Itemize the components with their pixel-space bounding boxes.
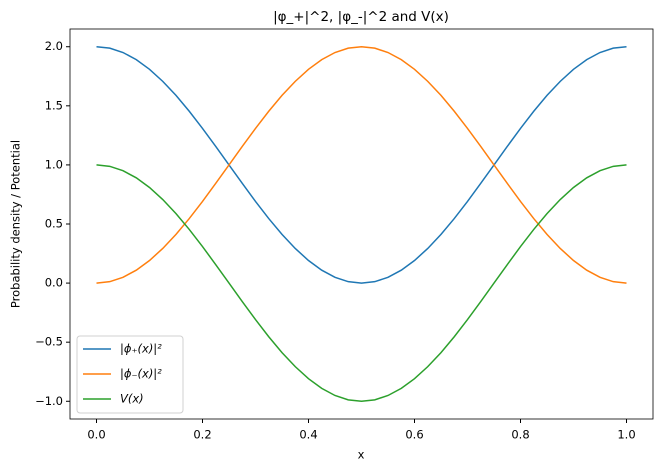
y-tick-label: 0.0 — [45, 276, 63, 290]
y-tick-label: −1.0 — [35, 394, 63, 408]
plot-frame — [69, 28, 654, 420]
legend-label: |ϕ₊(x)|² — [120, 342, 162, 356]
y-tick-label: 0.5 — [45, 217, 63, 231]
y-tick-label: 1.0 — [45, 157, 63, 171]
x-tick-label: 1.0 — [617, 428, 635, 442]
y-tick-label: −0.5 — [35, 335, 63, 349]
x-tick-label: 0.2 — [193, 428, 211, 442]
x-tick-label: 0.6 — [405, 428, 423, 442]
line-series — [96, 164, 627, 403]
chart-title: |φ_+|^2, |φ_-|^2 and V(x) — [273, 9, 449, 25]
line-series — [96, 45, 627, 284]
legend-label: V(x) — [120, 392, 144, 406]
line-series — [96, 45, 627, 284]
legend-label: |ϕ₋(x)|² — [120, 367, 162, 381]
x-tick-label: 0.8 — [511, 428, 529, 442]
y-axis-label: Probability density / Potential — [9, 140, 23, 308]
x-tick-label: 0.0 — [87, 428, 105, 442]
x-tick-label: 0.4 — [299, 428, 317, 442]
y-tick-label: 1.5 — [45, 98, 63, 112]
x-axis-label: x — [358, 448, 365, 462]
y-tick-label: 2.0 — [45, 39, 63, 53]
legend-box — [76, 335, 184, 414]
